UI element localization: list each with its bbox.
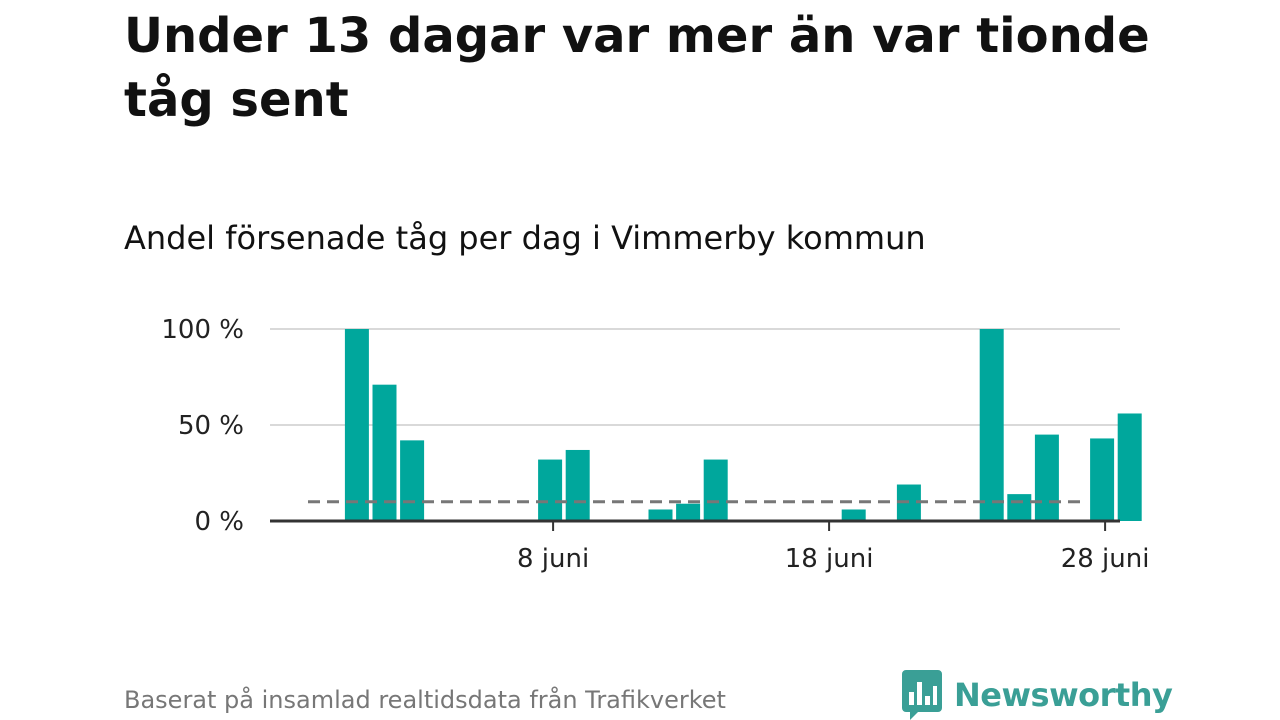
bar xyxy=(703,459,728,521)
chart-subtitle: Andel försenade tåg per dag i Vimmerby k… xyxy=(124,219,926,257)
tick-labels: 0 % 50 % 100 % 8 juni 18 juni 28 juni xyxy=(161,315,1149,574)
bar xyxy=(372,384,397,521)
y-tick-label: 100 % xyxy=(161,315,244,345)
bar xyxy=(1090,438,1115,521)
newsworthy-logo-icon xyxy=(902,670,942,720)
bar xyxy=(979,329,1004,521)
bar-chart: 0 % 50 % 100 % 8 juni 18 juni 28 juni xyxy=(161,315,1149,574)
bar xyxy=(400,440,425,521)
x-tick-label: 8 juni xyxy=(517,544,589,574)
chart-title: Under 13 dagar var mer än var tionde tåg… xyxy=(124,8,1150,128)
bars xyxy=(344,329,1142,521)
bar xyxy=(344,329,369,521)
x-tick-label: 28 juni xyxy=(1061,544,1150,574)
y-tick-label: 50 % xyxy=(178,411,244,441)
brand-name: Newsworthy xyxy=(954,676,1173,714)
bar xyxy=(1007,494,1032,521)
axes xyxy=(270,519,1120,531)
bar xyxy=(1117,413,1142,521)
bar xyxy=(1034,434,1059,521)
bar xyxy=(648,509,673,521)
brand: Newsworthy xyxy=(902,670,1173,720)
source-note: Baserat på insamlad realtidsdata från Tr… xyxy=(124,686,726,714)
bar xyxy=(676,503,701,521)
bar xyxy=(841,509,866,521)
x-tick-label: 18 juni xyxy=(785,544,874,574)
bar xyxy=(565,449,590,521)
grid-lines xyxy=(270,328,1120,426)
y-tick-label: 0 % xyxy=(194,507,244,537)
bar xyxy=(538,459,563,521)
